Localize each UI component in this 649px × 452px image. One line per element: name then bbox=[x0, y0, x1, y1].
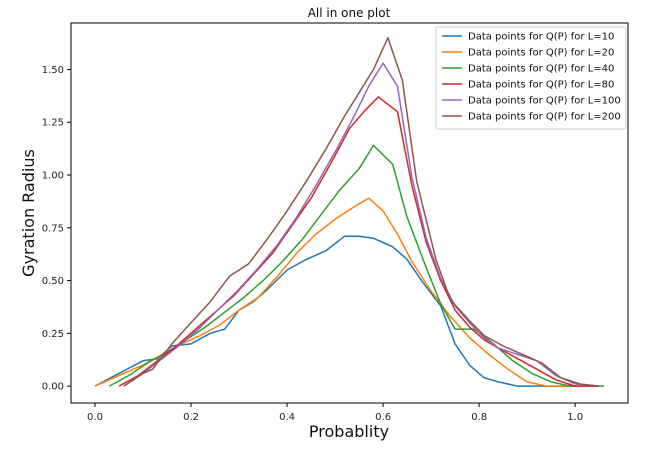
legend-entry: Data points for Q(P) for L=40 bbox=[468, 64, 614, 75]
series-line-6 bbox=[123, 37, 600, 387]
y-axis-label: Gyration Radius bbox=[19, 149, 38, 277]
x-axis-label: Probablity bbox=[309, 422, 389, 441]
x-axis: 0.0 0.2 0.4 0.6 0.8 1.0 bbox=[87, 403, 583, 423]
x-tick-label: 0.0 bbox=[87, 412, 103, 423]
legend-entry: Data points for Q(P) for L=10 bbox=[468, 32, 614, 43]
legend: Data points for Q(P) for L=10 Data points… bbox=[435, 26, 627, 130]
y-tick-label: 0.50 bbox=[42, 276, 64, 287]
y-tick-label: 0.75 bbox=[42, 223, 64, 234]
series-line-4 bbox=[118, 96, 600, 387]
x-tick-label: 0.2 bbox=[183, 412, 199, 423]
legend-entry: Data points for Q(P) for L=80 bbox=[468, 80, 614, 91]
series-line-5 bbox=[123, 62, 600, 387]
chart-title: All in one plot bbox=[308, 6, 391, 20]
series-line-2 bbox=[94, 197, 600, 387]
x-tick-label: 0.4 bbox=[279, 412, 295, 423]
series-line-3 bbox=[109, 144, 604, 387]
x-tick-label: 0.6 bbox=[375, 412, 391, 423]
y-tick-label: 0.00 bbox=[42, 382, 64, 393]
legend-box bbox=[435, 26, 627, 130]
legend-entry: Data points for Q(P) for L=100 bbox=[468, 96, 621, 107]
x-tick-label: 0.8 bbox=[471, 412, 487, 423]
legend-entry: Data points for Q(P) for L=20 bbox=[468, 48, 614, 59]
plot-frame bbox=[70, 22, 629, 404]
y-axis: 0.00 0.25 0.50 0.75 1.00 1.25 1.50 bbox=[42, 65, 71, 393]
y-tick-label: 0.25 bbox=[42, 329, 64, 340]
y-tick-label: 1.50 bbox=[42, 65, 64, 76]
y-tick-label: 1.25 bbox=[42, 118, 64, 129]
plot-area bbox=[94, 37, 604, 387]
series-line-1 bbox=[94, 235, 576, 387]
x-tick-label: 1.0 bbox=[567, 412, 583, 423]
legend-entry: Data points for Q(P) for L=200 bbox=[468, 112, 621, 123]
y-tick-label: 1.00 bbox=[42, 171, 64, 182]
